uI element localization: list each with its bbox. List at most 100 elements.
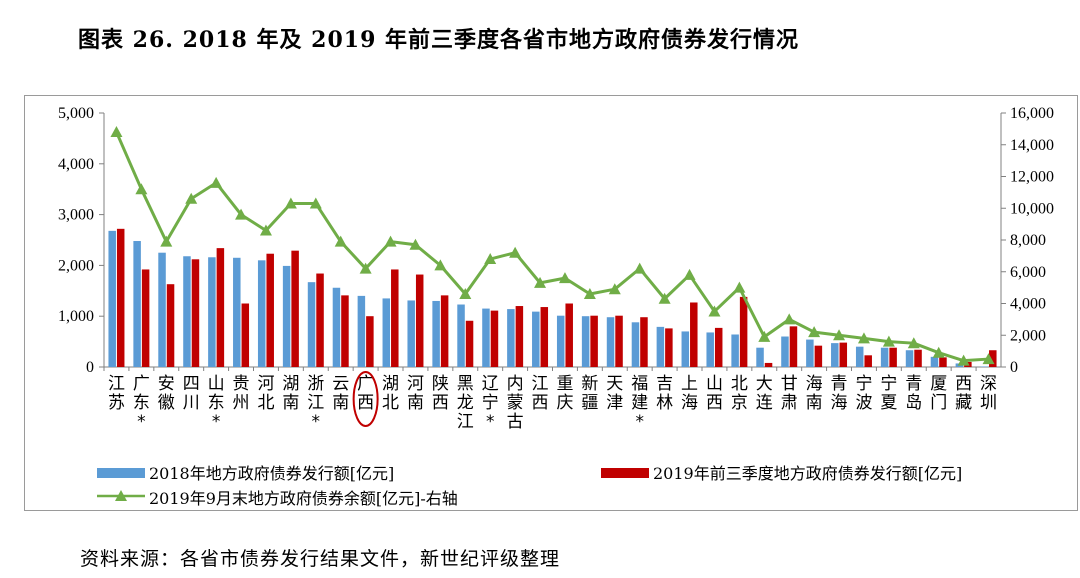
right-tick-label: 2,000 xyxy=(1010,327,1046,344)
bar-2018 xyxy=(606,317,615,367)
category-label: 北 xyxy=(731,374,748,394)
category-label: 天 xyxy=(606,374,623,394)
balance-marker xyxy=(808,326,821,338)
right-tick-label: 14,000 xyxy=(1010,137,1054,154)
balance-marker xyxy=(882,335,895,347)
balance-marker xyxy=(409,238,422,250)
bar-2018 xyxy=(332,287,341,367)
category-label: 海 xyxy=(806,374,823,394)
left-tick-label: 0 xyxy=(86,359,94,376)
bar-2019 xyxy=(141,269,150,367)
balance-marker xyxy=(708,305,721,317)
balance-marker xyxy=(783,313,796,325)
bar-2018 xyxy=(731,334,739,367)
category-label: 连 xyxy=(756,393,773,413)
bar-2019 xyxy=(216,248,225,367)
category-label: 门 xyxy=(930,393,947,413)
legend-swatch-2018 xyxy=(97,468,145,478)
category-label: 海 xyxy=(681,393,698,413)
bar-2018 xyxy=(706,332,714,367)
category-label: * xyxy=(212,412,221,432)
category-label: 龙 xyxy=(457,393,474,413)
category-label: 川 xyxy=(183,393,200,413)
bar-2018 xyxy=(581,316,590,367)
bar-2019 xyxy=(590,315,598,367)
balance-marker xyxy=(259,224,272,236)
bar-2019 xyxy=(191,259,200,367)
category-label: 上 xyxy=(681,374,698,394)
bar-2019 xyxy=(415,274,424,367)
category-label: 河 xyxy=(407,374,424,394)
left-tick-label: 3,000 xyxy=(58,207,94,224)
category-label: 北 xyxy=(257,393,274,413)
balance-marker xyxy=(284,197,297,209)
category-label: 庆 xyxy=(556,393,573,413)
bar-2018 xyxy=(432,300,440,367)
category-label: 夏 xyxy=(880,393,897,413)
right-tick-label: 10,000 xyxy=(1010,200,1054,217)
category-label: 浙 xyxy=(307,374,324,394)
bar-2019 xyxy=(739,296,748,367)
category-label: 京 xyxy=(731,393,748,413)
right-tick-label: 4,000 xyxy=(1010,296,1046,313)
category-label: 江 xyxy=(457,412,474,432)
category-label: 深 xyxy=(980,374,997,394)
bar-2019 xyxy=(540,307,549,367)
bar-2019 xyxy=(241,303,250,367)
balance-marker xyxy=(359,262,372,274)
category-label: 重 xyxy=(556,374,573,394)
balance-marker xyxy=(534,276,547,288)
bar-2019 xyxy=(316,273,324,367)
bar-2018 xyxy=(407,300,415,367)
balance-marker xyxy=(982,353,995,365)
category-label: 湖 xyxy=(282,374,299,394)
bar-2018 xyxy=(307,282,316,367)
bar-2018 xyxy=(980,366,989,367)
category-label: 海 xyxy=(831,393,848,413)
category-label: 波 xyxy=(855,393,872,413)
bar-2018 xyxy=(357,295,366,367)
category-label: * xyxy=(635,412,644,432)
category-label: 徽 xyxy=(158,393,175,413)
category-label: 苏 xyxy=(108,393,125,413)
balance-marker xyxy=(210,176,223,188)
category-label: 西 xyxy=(955,374,972,394)
category-label: 东 xyxy=(208,393,225,413)
bar-2019 xyxy=(989,350,997,367)
category-label: 辽 xyxy=(482,374,499,394)
bar-2019 xyxy=(341,295,349,367)
left-tick-label: 5,000 xyxy=(58,105,94,122)
left-tick-label: 1,000 xyxy=(58,308,94,325)
bar-2019 xyxy=(440,295,449,367)
balance-marker xyxy=(683,268,696,280)
category-label: 青 xyxy=(831,374,848,394)
category-label: * xyxy=(137,412,146,432)
category-label: 广 xyxy=(357,374,374,394)
bar-2019 xyxy=(839,342,848,367)
balance-marker xyxy=(459,287,472,299)
bar-2019 xyxy=(465,320,474,367)
bar-2018 xyxy=(532,311,540,367)
bar-2019 xyxy=(914,349,922,367)
category-label: 北 xyxy=(382,393,399,413)
right-tick-label: 8,000 xyxy=(1010,232,1046,249)
balance-marker xyxy=(384,235,397,247)
bar-2019 xyxy=(665,328,673,367)
legend-label-balance: 2019年9月末地方政府债券余额[亿元]-右轴 xyxy=(149,489,458,508)
category-label: 宁 xyxy=(482,393,499,413)
balance-marker xyxy=(484,253,497,265)
bar-2019 xyxy=(889,347,897,367)
bar-2018 xyxy=(681,331,690,367)
category-label: 江 xyxy=(307,393,324,413)
bar-2018 xyxy=(556,315,565,367)
bar-2019 xyxy=(615,315,623,367)
bar-2018 xyxy=(631,322,640,367)
legend-label-2018: 2018年地方政府债券发行额[亿元] xyxy=(149,464,395,483)
category-label: 林 xyxy=(656,393,673,413)
right-tick-label: 16,000 xyxy=(1010,105,1054,122)
legend-marker-balance xyxy=(97,490,145,501)
category-label: 江 xyxy=(532,374,549,394)
category-label: 肃 xyxy=(781,393,798,413)
bar-2018 xyxy=(905,350,914,367)
balance-marker xyxy=(309,197,322,209)
